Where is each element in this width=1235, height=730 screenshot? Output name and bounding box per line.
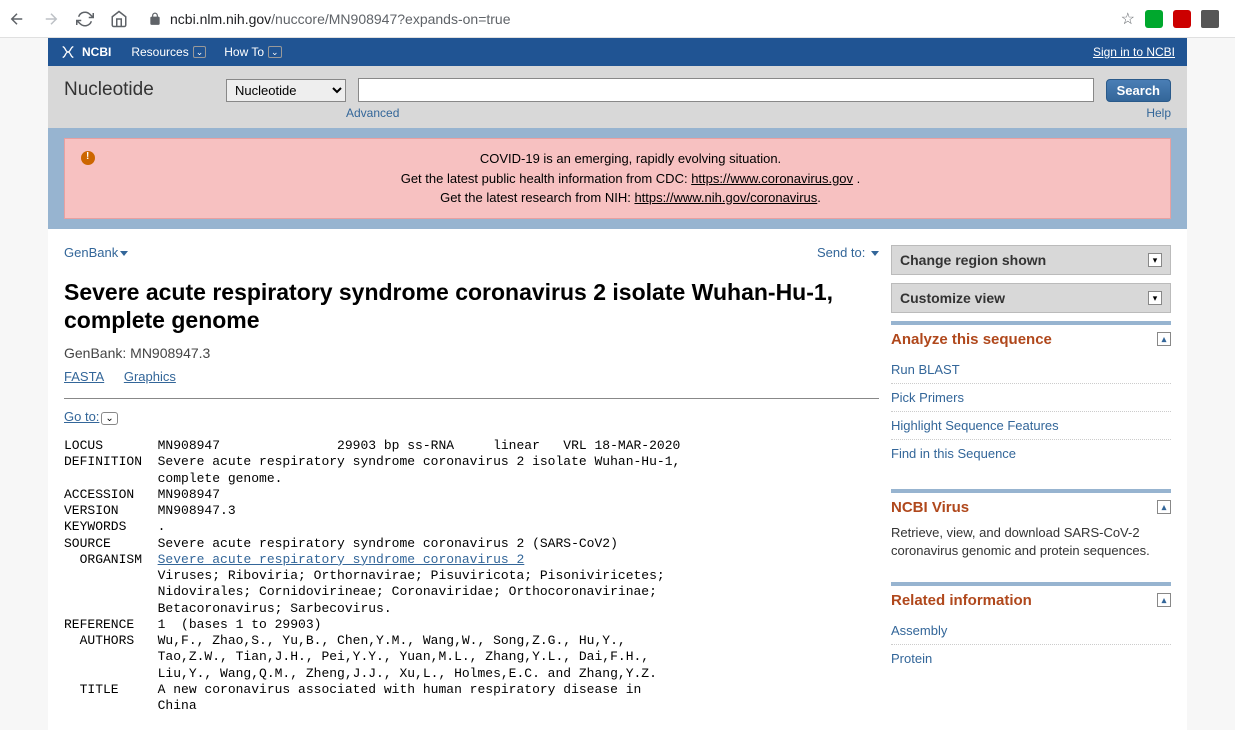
browser-chrome: ncbi.nlm.nih.gov/nuccore/MN908947?expand… — [0, 0, 1235, 38]
chevron-down-icon[interactable]: ⌄ — [101, 412, 117, 425]
resources-menu[interactable]: Resources ⌄ — [131, 45, 206, 59]
format-dropdown[interactable]: GenBank — [64, 245, 128, 260]
fasta-link[interactable]: FASTA — [64, 369, 104, 384]
record-title: Severe acute respiratory syndrome corona… — [64, 278, 879, 336]
reload-icon[interactable] — [76, 10, 94, 28]
graphics-link[interactable]: Graphics — [124, 369, 176, 384]
advanced-link[interactable]: Advanced — [346, 106, 399, 120]
collapse-icon[interactable]: ▴ — [1157, 500, 1171, 514]
alert-icon — [81, 151, 95, 165]
organism-link[interactable]: Severe acute respiratory syndrome corona… — [158, 552, 525, 567]
lock-icon — [148, 12, 162, 26]
sendto-dropdown[interactable]: Send to: — [817, 245, 879, 260]
star-icon[interactable]: ☆ — [1121, 9, 1135, 29]
covid-alert: COVID-19 is an emerging, rapidly evolvin… — [64, 138, 1171, 219]
change-region-panel[interactable]: Change region shown ▾ — [891, 245, 1171, 275]
extension-icon-1[interactable] — [1145, 10, 1163, 28]
howto-menu[interactable]: How To ⌄ — [224, 45, 281, 59]
goto-link[interactable]: Go to: — [64, 409, 99, 424]
collapse-icon[interactable]: ▴ — [1157, 593, 1171, 607]
extension-icon-2[interactable] — [1173, 10, 1191, 28]
pick-primers-link[interactable]: Pick Primers — [891, 384, 1171, 412]
search-input[interactable] — [358, 78, 1094, 102]
cdc-link[interactable]: https://www.coronavirus.gov — [691, 171, 853, 186]
search-area: Nucleotide Nucleotide Search Advanced He… — [48, 66, 1187, 128]
home-icon[interactable] — [110, 10, 128, 28]
signin-link[interactable]: Sign in to NCBI — [1093, 45, 1175, 59]
expand-icon[interactable]: ▾ — [1148, 291, 1162, 305]
search-button[interactable]: Search — [1106, 79, 1171, 102]
help-link[interactable]: Help — [1146, 106, 1171, 120]
blue-band: COVID-19 is an emerging, rapidly evolvin… — [48, 128, 1187, 229]
back-icon[interactable] — [8, 10, 26, 28]
ncbi-virus-panel: NCBI Virus ▴ Retrieve, view, and downloa… — [891, 489, 1171, 560]
url-text: ncbi.nlm.nih.gov/nuccore/MN908947?expand… — [170, 11, 511, 27]
run-blast-link[interactable]: Run BLAST — [891, 356, 1171, 384]
protein-link[interactable]: Protein — [891, 645, 1171, 672]
url-bar[interactable]: ncbi.nlm.nih.gov/nuccore/MN908947?expand… — [140, 11, 1109, 27]
expand-icon[interactable]: ▾ — [1148, 253, 1162, 267]
record-accession: GenBank: MN908947.3 — [64, 345, 879, 361]
nih-link[interactable]: https://www.nih.gov/coronavirus — [634, 190, 817, 205]
find-sequence-link[interactable]: Find in this Sequence — [891, 440, 1171, 467]
customize-view-panel[interactable]: Customize view ▾ — [891, 283, 1171, 313]
assembly-link[interactable]: Assembly — [891, 617, 1171, 645]
db-select[interactable]: Nucleotide — [226, 79, 346, 102]
collapse-icon[interactable]: ▴ — [1157, 332, 1171, 346]
ncbi-header: NCBI Resources ⌄ How To ⌄ Sign in to NCB… — [48, 38, 1187, 66]
extension-icon-3[interactable] — [1201, 10, 1219, 28]
ncbi-logo[interactable]: NCBI — [60, 44, 111, 60]
highlight-features-link[interactable]: Highlight Sequence Features — [891, 412, 1171, 440]
forward-icon — [42, 10, 60, 28]
analyze-panel: Analyze this sequence ▴ Run BLAST Pick P… — [891, 321, 1171, 467]
related-info-panel: Related information ▴ Assembly Protein — [891, 582, 1171, 672]
genbank-record: LOCUS MN908947 29903 bp ss-RNA linear VR… — [64, 438, 879, 714]
db-label: Nucleotide — [64, 79, 214, 101]
